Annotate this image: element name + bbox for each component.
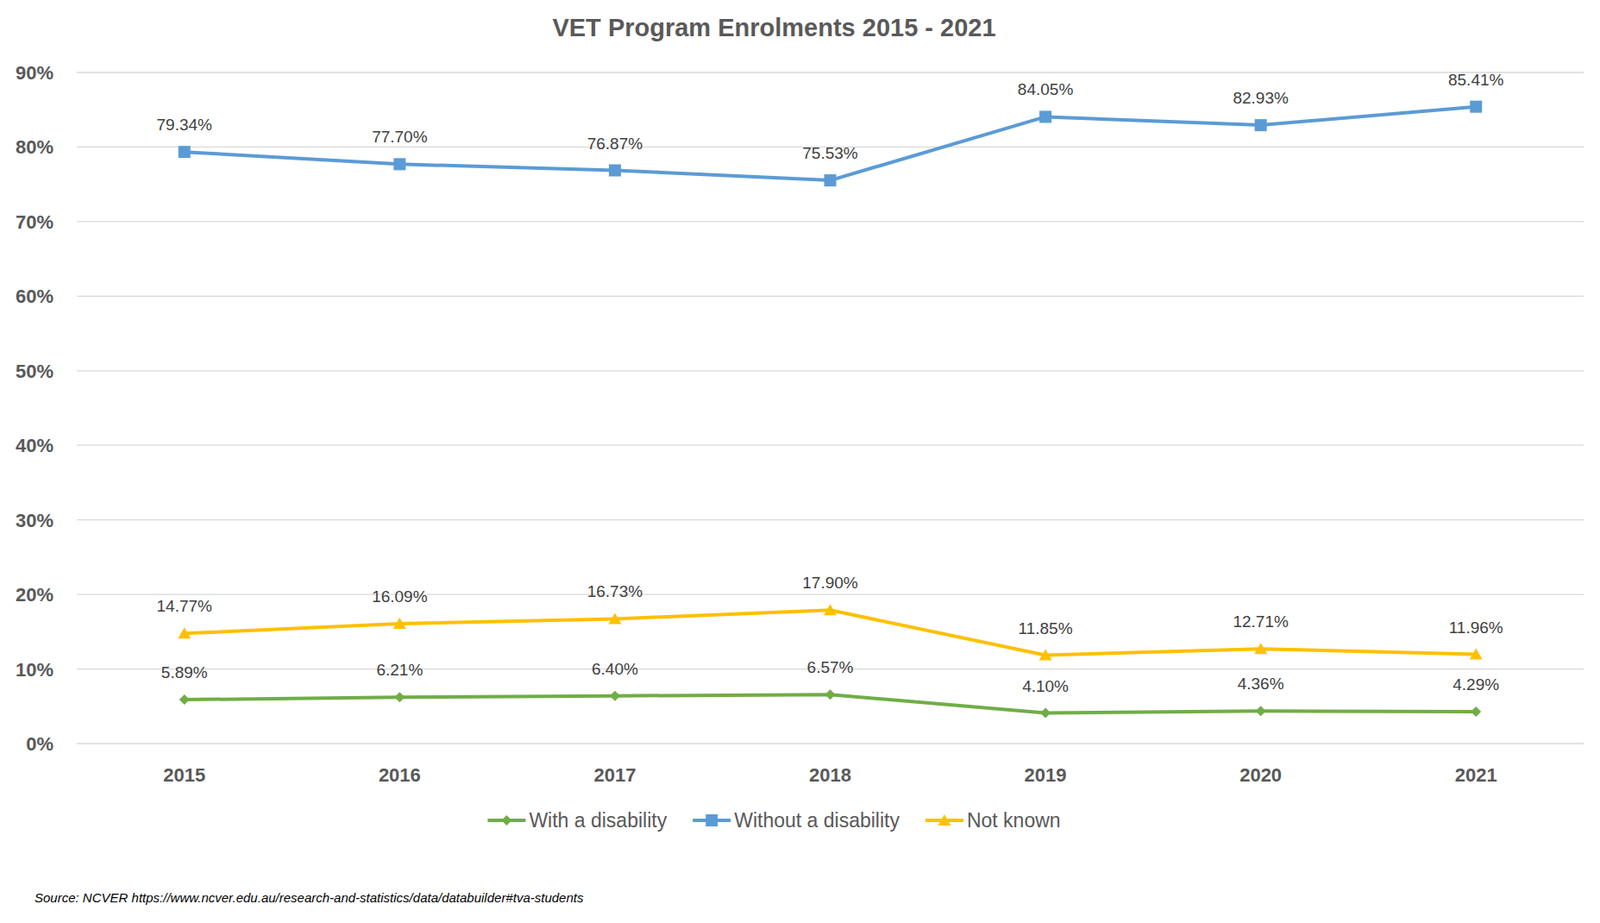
data-label: 79.34% [156,115,214,134]
y-tick-label: 90% [15,62,54,84]
point-marker [1040,708,1051,719]
point-marker [1039,649,1053,661]
legend-label: With a disability [528,809,667,832]
legend-marker [705,814,718,827]
x-tick-label: 2018 [809,764,852,786]
data-label: 76.87% [587,134,644,153]
legend-marker [937,814,951,826]
y-tick-label: 50% [15,360,54,383]
grid-line [76,295,1584,297]
point-marker [179,694,190,705]
point-marker [824,174,837,187]
point-marker [393,157,406,170]
x-tick-label: 2021 [1455,764,1498,786]
point-marker [608,612,622,624]
point-marker [177,627,191,639]
point-marker [823,603,837,615]
series-line [184,609,1476,655]
point-marker [825,689,836,700]
grid-line [76,370,1584,371]
data-label: 82.93% [1232,88,1289,107]
point-marker [393,617,407,629]
data-label: 11.85% [1018,619,1073,638]
y-tick-label: 0% [25,733,54,755]
data-label: 6.21% [376,660,423,679]
grid-line [76,71,1584,73]
x-tick-label: 2015 [163,764,206,786]
data-label: 4.29% [1452,675,1500,694]
grid-line [76,519,1584,521]
data-label: 77.70% [371,127,428,146]
legend-marker [501,815,512,826]
legend-item: With a disability [487,809,667,832]
data-label: 11.96% [1449,618,1504,637]
data-label: 16.09% [371,587,428,606]
legend-item: Not known [925,809,1061,832]
point-marker [1254,642,1268,654]
y-tick-label: 80% [15,136,54,158]
data-label: 4.36% [1237,674,1285,693]
y-tick-label: 60% [15,285,54,308]
grid-line [76,445,1584,446]
y-tick-label: 40% [15,434,54,457]
source-note: Source: NCVER https://www.ncver.edu.au/r… [34,890,584,905]
data-label: 4.10% [1022,677,1069,696]
point-marker [1039,110,1052,123]
plot-area [177,100,1482,719]
legend: With a disability Without a disability Not… [487,809,1061,832]
legend-label: Without a disability [734,809,900,832]
data-labels: 5.89% 6.21% 6.40% 6.57% 4.10% 4.36% 4.29% 79.34… [156,70,1505,696]
grid-line [76,593,1584,595]
point-marker [608,164,622,177]
point-marker [1254,119,1268,132]
y-tick-label: 10% [15,658,54,681]
data-label: 14.77% [156,596,214,615]
point-marker [178,145,191,158]
data-label: 12.71% [1232,612,1289,631]
title: VET Program Enrolments 2015 - 2021 [552,13,996,42]
data-label: 6.57% [807,658,854,677]
grid-line [76,742,1584,744]
point-marker [609,690,621,702]
point-marker [1469,100,1482,113]
x-tick-label: 2017 [593,764,636,786]
series-line [184,106,1476,181]
grid-line [76,220,1584,222]
point-marker [394,691,405,703]
data-label: 75.53% [802,144,859,163]
data-label: 17.90% [802,573,859,592]
data-label: 6.40% [591,659,639,678]
data-label: 84.05% [1017,80,1074,99]
data-label: 85.41% [1448,70,1505,89]
data-label: 5.89% [161,663,208,682]
legend-label: Not known [966,809,1061,832]
y-tick-label: 30% [15,509,54,532]
y-tick-label: 70% [15,211,54,233]
data-label: 16.73% [587,582,644,601]
x-tick-label: 2016 [378,764,421,786]
x-tick-label: 2020 [1239,764,1282,786]
legend-item: Without a disability [692,809,900,832]
point-marker [1255,705,1267,716]
x-tick-label: 2019 [1024,764,1067,786]
chart: VET Program Enrolments 2015 - 2021 0% 10% 2… [0,0,1600,923]
point-marker [1470,706,1481,717]
point-marker [1469,648,1483,660]
y-tick-label: 20% [15,583,54,606]
